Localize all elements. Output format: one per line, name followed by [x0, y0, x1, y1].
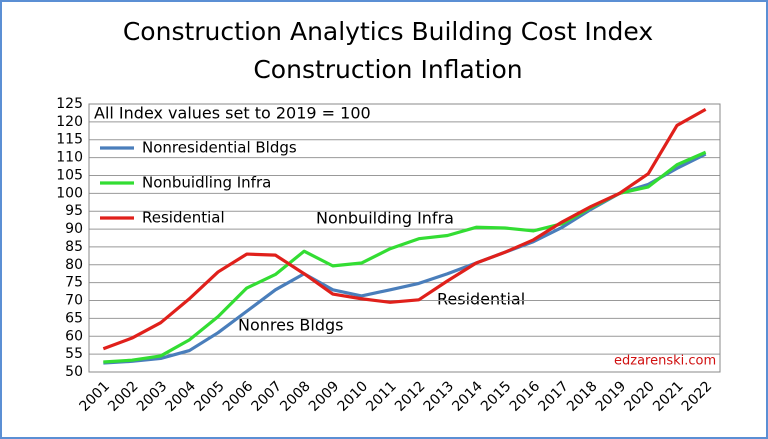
y-tick-label: 115 [56, 132, 83, 148]
y-tick-label: 80 [65, 257, 83, 273]
y-tick-label: 55 [65, 346, 83, 362]
chart-title: Construction Analytics Building Cost Ind… [123, 17, 653, 46]
y-tick-label: 85 [65, 239, 83, 255]
y-tick-label: 120 [56, 114, 83, 130]
y-tick-label: 70 [65, 293, 83, 309]
y-tick-label: 60 [65, 328, 83, 344]
y-tick-label: 100 [56, 185, 83, 201]
credit: edzarenski.com [614, 354, 716, 369]
y-tick-label: 65 [65, 310, 83, 326]
annotation: Residential [437, 290, 525, 309]
legend-label: Residential [142, 209, 225, 227]
y-tick-label: 90 [65, 221, 83, 237]
legend-label: Nonbuidling Infra [142, 174, 271, 192]
annotation: Nonres Bldgs [238, 316, 343, 335]
series-line [102, 107, 707, 351]
y-tick-label: 125 [56, 96, 83, 112]
y-tick-label: 50 [65, 364, 83, 380]
legend-label: Nonresidential Bldgs [142, 139, 297, 157]
y-tick-label: 110 [56, 150, 83, 166]
y-tick-label: 75 [65, 275, 83, 291]
y-tick-label: 105 [56, 167, 83, 183]
note: All Index values set to 2019 = 100 [94, 104, 371, 123]
annotation: Nonbuilding Infra [316, 209, 454, 228]
y-tick-label: 95 [65, 203, 83, 219]
plot-area [88, 103, 721, 373]
chart-subtitle: Construction Inflation [253, 55, 522, 84]
